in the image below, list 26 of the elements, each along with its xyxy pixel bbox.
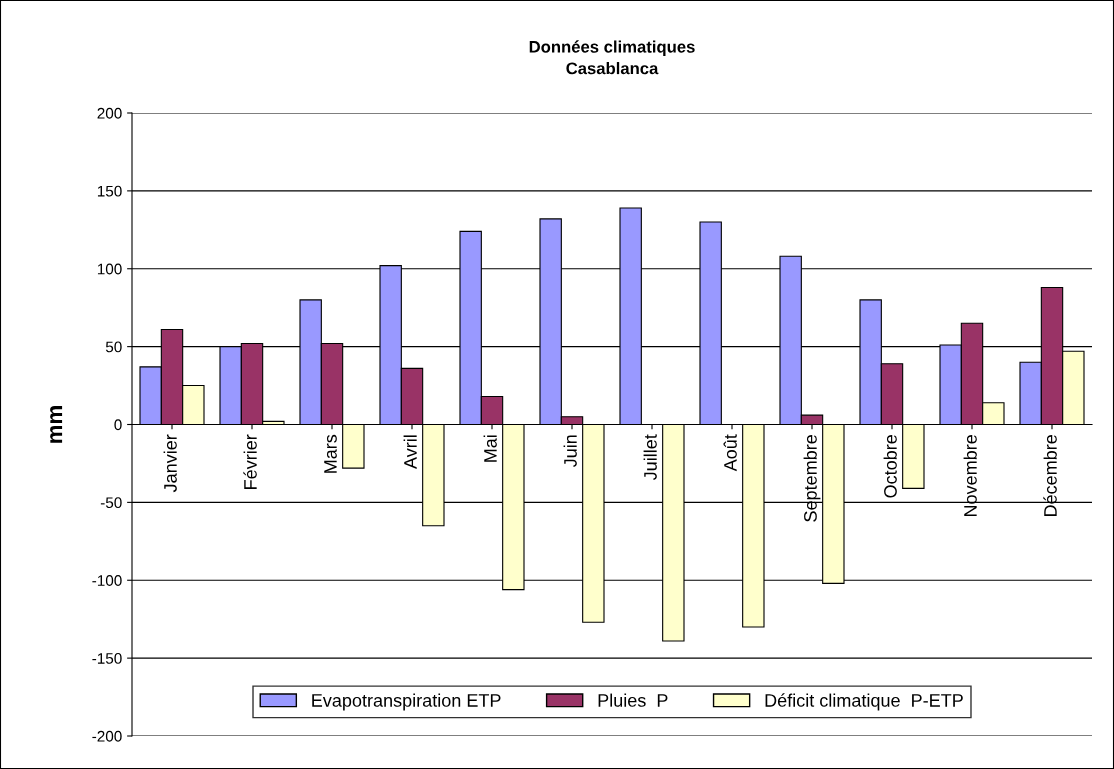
y-axis-title: mm: [50, 406, 63, 443]
y-tick-label: -150: [92, 652, 122, 664]
x-tick-label: Juillet: [643, 434, 657, 481]
x-tick-label: Mai: [483, 435, 497, 462]
y-tick-label: -50: [100, 497, 122, 509]
y-tick-label: 200: [97, 107, 122, 119]
x-tick-label: Février: [243, 434, 257, 489]
x-tick-label: Septembre: [803, 435, 821, 522]
y-tick-label: 0: [114, 419, 122, 431]
x-tick-label: Avril: [403, 435, 417, 469]
y-tick-label: 150: [97, 185, 122, 197]
x-tick-label: Mars: [324, 434, 337, 473]
y-tick-label: -200: [92, 730, 122, 742]
chart-title: Données climatiques Casablanca: [529, 40, 695, 75]
x-tick-label: Janvier: [163, 434, 177, 493]
y-tick-label: 50: [105, 341, 122, 353]
x-tick-label: Octobre: [883, 435, 897, 498]
x-tick-label: Décembre: [1043, 435, 1057, 517]
y-tick-label: -100: [92, 575, 122, 586]
legend-label: Déficit climatique P-ETP: [765, 693, 963, 711]
legend-label: Evapotranspiration ETP: [312, 693, 501, 711]
legend-label: Pluies P: [598, 693, 668, 707]
y-tick-label: 100: [97, 263, 122, 275]
x-tick-label: Novembre: [963, 435, 977, 517]
x-tick-label: Juin: [563, 435, 577, 468]
x-tick-label: Août: [723, 434, 737, 472]
